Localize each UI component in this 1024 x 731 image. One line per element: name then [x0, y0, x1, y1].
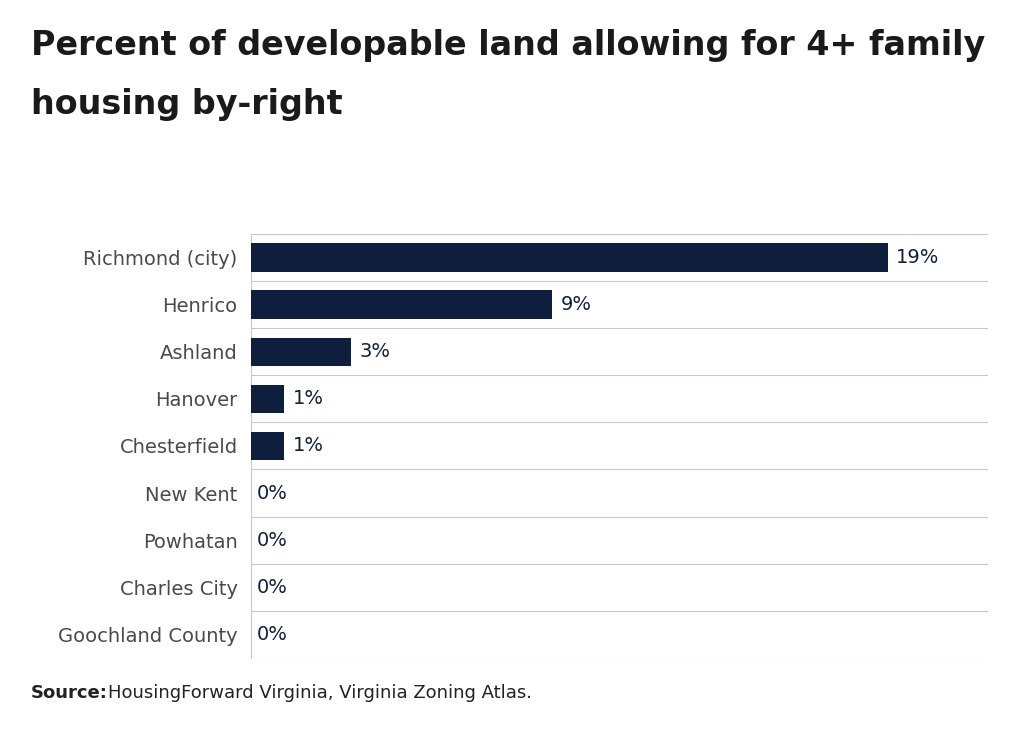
- Text: 1%: 1%: [293, 436, 324, 455]
- Bar: [251, 338, 351, 366]
- Bar: [251, 290, 553, 319]
- Text: 0%: 0%: [257, 531, 288, 550]
- Text: 19%: 19%: [896, 248, 939, 267]
- Text: Percent of developable land allowing for 4+ family: Percent of developable land allowing for…: [31, 29, 985, 62]
- Text: HousingForward Virginia, Virginia Zoning Atlas.: HousingForward Virginia, Virginia Zoning…: [108, 683, 531, 702]
- Text: Source:: Source:: [31, 683, 108, 702]
- Text: 0%: 0%: [257, 625, 288, 644]
- Bar: [251, 432, 285, 460]
- Bar: [251, 243, 888, 272]
- Text: 1%: 1%: [293, 390, 324, 409]
- Text: 9%: 9%: [561, 295, 592, 314]
- Text: housing by-right: housing by-right: [31, 88, 342, 121]
- Text: 3%: 3%: [359, 342, 391, 361]
- Text: 0%: 0%: [257, 483, 288, 502]
- Bar: [251, 385, 285, 413]
- Text: 0%: 0%: [257, 577, 288, 596]
